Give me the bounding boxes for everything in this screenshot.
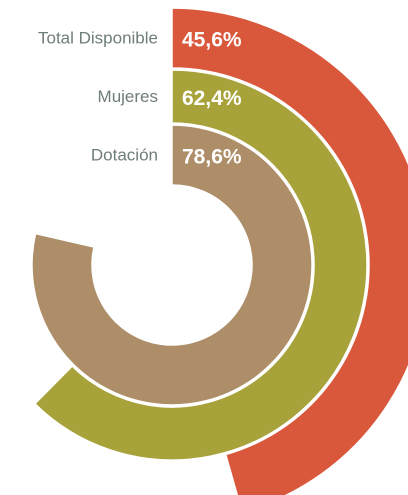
ring-bar xyxy=(171,7,408,495)
category-label: Total Disponible xyxy=(38,28,158,47)
value-label: 62,4% xyxy=(182,87,242,110)
category-label: Mujeres xyxy=(98,87,158,106)
ring-bar xyxy=(33,69,368,461)
ring-bar xyxy=(31,124,313,406)
category-label: Dotación xyxy=(91,145,158,164)
value-label: 78,6% xyxy=(182,146,242,169)
value-label: 45,6% xyxy=(182,29,242,52)
